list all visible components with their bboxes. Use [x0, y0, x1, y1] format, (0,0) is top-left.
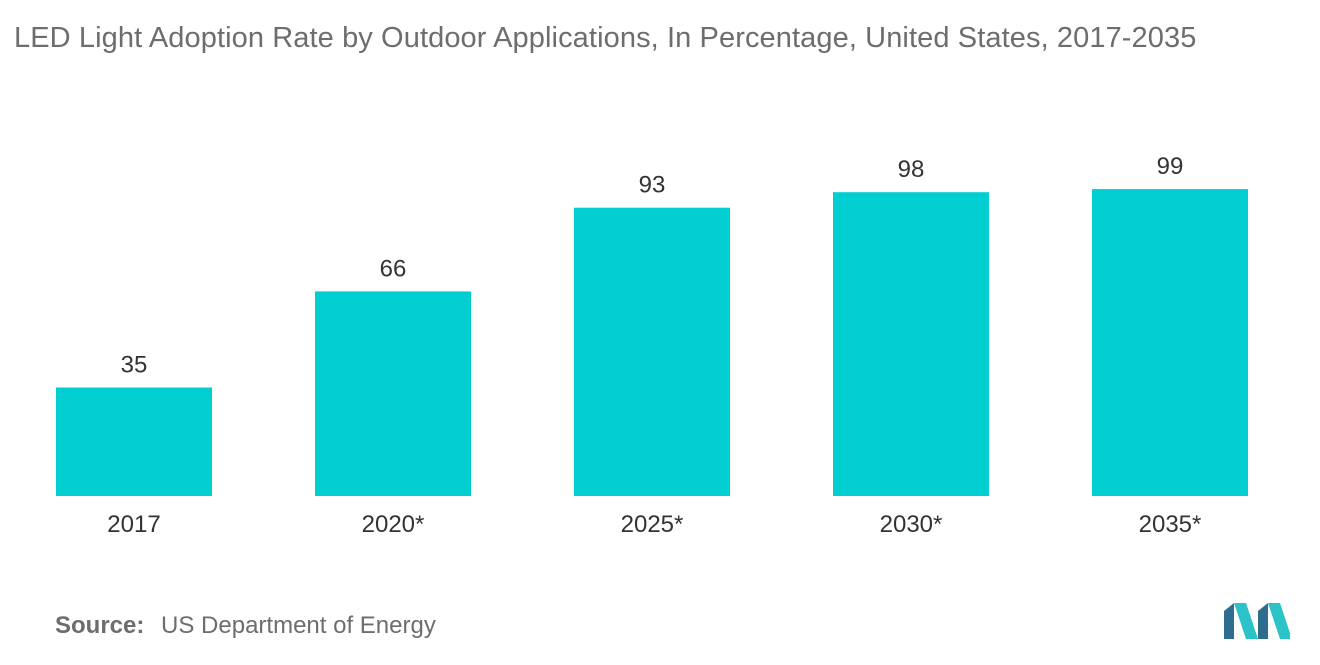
x-tick-label-1: 2020*: [362, 511, 425, 538]
bar-0: [56, 387, 212, 496]
source-line: Source: US Department of Energy: [55, 612, 436, 640]
logo-diagonal-2: [1268, 603, 1290, 639]
x-tick-label-4: 2035*: [1139, 511, 1202, 538]
bar-4: [1092, 189, 1248, 496]
bar-2: [574, 207, 730, 496]
logo-middle-stroke: [1258, 603, 1268, 639]
source-label: Source:: [55, 612, 145, 639]
bar-1: [315, 291, 471, 496]
x-tick-label-3: 2030*: [880, 511, 943, 538]
data-label-1: 66: [380, 255, 407, 282]
logo-left-stroke: [1224, 603, 1234, 639]
data-label-4: 99: [1157, 153, 1184, 180]
bar-3: [833, 192, 989, 496]
logo-diagonal-1: [1234, 603, 1258, 639]
x-tick-label-2: 2025*: [621, 511, 684, 538]
data-label-0: 35: [121, 352, 148, 379]
source-text: US Department of Energy: [161, 612, 436, 639]
chart-title: LED Light Adoption Rate by Outdoor Appli…: [14, 22, 1197, 54]
brand-logo-icon: [1224, 603, 1290, 639]
data-label-3: 98: [898, 156, 925, 183]
data-label-2: 93: [639, 172, 666, 199]
x-tick-label-0: 2017: [107, 511, 160, 538]
